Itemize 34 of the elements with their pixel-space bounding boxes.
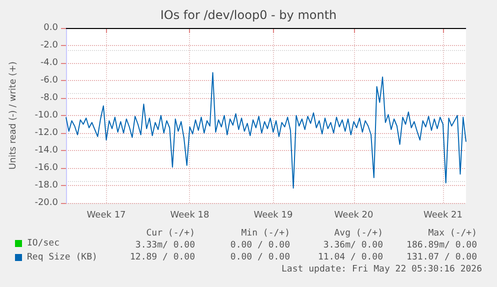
text: 11.04 / 0.00 xyxy=(318,252,384,262)
y-axis-title: Units read (-) / write (+) xyxy=(8,61,18,170)
x-tick-label: Week 18 xyxy=(170,210,210,220)
text: 0.00 / 0.00 xyxy=(230,240,290,250)
x-tick-label: Week 17 xyxy=(86,210,126,220)
text: 0.00 / 0.00 xyxy=(230,252,290,262)
line-series xyxy=(66,72,466,189)
y-tick-label: -12.0 xyxy=(34,128,58,138)
y-tick-label: 0.0 xyxy=(44,23,58,33)
text: Min (-/+) xyxy=(241,228,290,238)
y-tick-label: -6.0 xyxy=(40,76,58,86)
y-tick-label: -10.0 xyxy=(34,110,58,120)
y-tick-label: -2.0 xyxy=(40,40,58,50)
legend-label: IO/sec xyxy=(27,238,60,248)
text: 3.36m/ 0.00 xyxy=(323,240,384,250)
text: 3.33m/ 0.00 xyxy=(135,240,196,250)
y-tick-label: -18.0 xyxy=(34,180,58,190)
text: 131.07 / 0.00 xyxy=(406,252,478,262)
x-tick-label: Week 21 xyxy=(423,210,462,220)
x-tick-label: Week 19 xyxy=(254,210,293,220)
text: Avg (-/+) xyxy=(334,228,384,238)
y-tick-label: -20.0 xyxy=(34,198,58,208)
x-tick-label: Week 20 xyxy=(334,210,374,220)
y-tick-label: -4.0 xyxy=(40,58,58,68)
y-tick-label: -16.0 xyxy=(34,163,58,173)
text: Cur (-/+) xyxy=(146,228,196,238)
text: 12.89 / 0.00 xyxy=(130,252,196,262)
y-tick-label: -14.0 xyxy=(34,146,58,156)
text: Max (-/+) xyxy=(428,228,478,238)
legend-label: Req Size (KB) xyxy=(27,252,98,262)
chart-title: IOs for /dev/loop0 - by month xyxy=(160,8,337,22)
text: 186.89m/ 0.00 xyxy=(406,240,478,250)
text: Last update: Fri May 22 05:30:16 2026 xyxy=(282,264,482,274)
y-tick-label: -8.0 xyxy=(40,93,58,103)
